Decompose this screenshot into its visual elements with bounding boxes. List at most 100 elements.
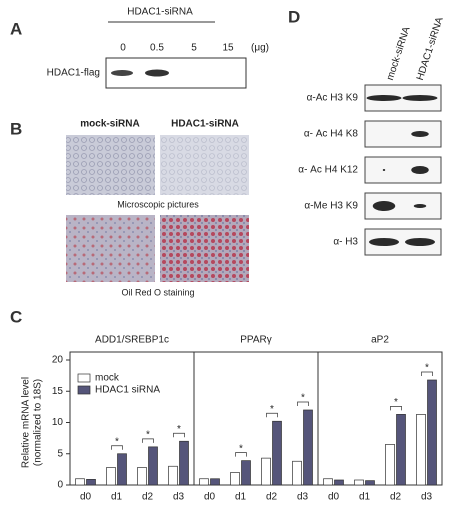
column-label: HDAC1-siRNA — [171, 119, 239, 130]
x-tick-label: d1 — [235, 492, 247, 503]
x-tick-label: d0 — [80, 492, 92, 503]
y-axis-label: (normalized to 18S) — [33, 379, 44, 466]
micrograph — [66, 215, 155, 282]
bar — [179, 440, 189, 486]
y-tick-label: 0 — [57, 480, 63, 491]
dose-label: 5 — [191, 43, 197, 54]
band — [402, 95, 438, 101]
bar — [75, 478, 85, 486]
legend-swatch — [77, 385, 91, 395]
x-tick-label: d0 — [328, 492, 340, 503]
chart-title: aP2 — [371, 335, 389, 346]
bracket — [111, 445, 123, 450]
legend-label: HDAC1 siRNA — [95, 385, 160, 396]
band — [111, 70, 133, 76]
significance: * — [301, 393, 305, 404]
band — [145, 69, 169, 77]
bar — [137, 467, 147, 486]
chart-title: ADD1/SREBP1c — [95, 335, 169, 346]
legend-label: mock — [95, 373, 120, 384]
plot-frame — [317, 351, 443, 486]
y-axis-label: Relative mRNA level — [21, 377, 32, 468]
panel-label: B — [10, 119, 22, 138]
dose-unit: (μg) — [251, 43, 269, 54]
band — [382, 169, 386, 171]
x-tick-label: d3 — [173, 492, 185, 503]
micrograph — [160, 135, 249, 195]
band — [369, 238, 399, 246]
bar — [261, 457, 271, 486]
band — [405, 238, 435, 246]
band — [366, 95, 402, 101]
bar — [106, 467, 116, 486]
y-tick-label: 10 — [52, 417, 64, 428]
dose-label: 0 — [120, 43, 126, 54]
bracket — [421, 371, 433, 376]
significance: * — [115, 436, 119, 447]
significance: * — [239, 443, 243, 454]
row-label: α- Ac H4 K12 — [298, 165, 358, 176]
band — [411, 131, 429, 137]
significance: * — [177, 424, 181, 435]
blot — [364, 156, 442, 184]
row-label: α- Ac H4 K8 — [304, 129, 359, 140]
x-tick-label: d3 — [297, 492, 309, 503]
bar — [168, 465, 178, 486]
bar — [323, 478, 333, 486]
significance: * — [394, 397, 398, 408]
bracket — [235, 452, 247, 457]
panel-label: A — [10, 19, 22, 38]
bar — [303, 409, 313, 486]
dose-label: 15 — [222, 43, 234, 54]
bracket — [142, 438, 154, 443]
band — [372, 201, 396, 211]
panel-label: D — [288, 7, 300, 26]
bar — [272, 420, 282, 486]
column-label: mock-siRNA — [80, 119, 139, 130]
column-label: HDAC1-siRNA — [415, 16, 446, 82]
dose-label: 0.5 — [150, 43, 164, 54]
band — [413, 204, 427, 208]
caption: Microscopic pictures — [117, 199, 199, 209]
significance: * — [270, 404, 274, 415]
significance: * — [425, 363, 429, 374]
x-tick-label: d3 — [421, 492, 433, 503]
x-tick-label: d0 — [204, 492, 216, 503]
bar — [427, 379, 437, 486]
band — [411, 166, 429, 174]
micrograph — [160, 215, 249, 282]
blot — [364, 120, 442, 148]
x-tick-label: d2 — [266, 492, 278, 503]
row-label: α-Me H3 K9 — [304, 201, 358, 212]
micrograph — [66, 135, 155, 195]
bar — [292, 460, 302, 486]
plot-frame — [69, 351, 195, 486]
bar — [210, 478, 220, 486]
bar — [148, 446, 158, 486]
x-tick-label: d2 — [142, 492, 154, 503]
bar — [334, 479, 344, 486]
bar — [86, 479, 96, 486]
bar — [241, 460, 251, 486]
bracket — [266, 412, 278, 418]
bar — [354, 479, 364, 486]
caption: Oil Red O staining — [121, 287, 194, 297]
bar — [385, 444, 395, 486]
x-tick-label: d1 — [111, 492, 123, 503]
blot — [105, 57, 247, 89]
x-tick-label: d2 — [390, 492, 402, 503]
row-label: α- H3 — [333, 237, 358, 248]
bar — [365, 480, 375, 486]
treatment-label: HDAC1-siRNA — [127, 7, 193, 18]
chart-title: PPARγ — [240, 335, 272, 346]
bracket — [390, 406, 402, 411]
bar — [396, 414, 406, 486]
bar — [416, 414, 426, 486]
y-tick-label: 15 — [52, 386, 64, 397]
y-tick-label: 5 — [57, 448, 63, 459]
y-tick-label: 20 — [52, 355, 64, 366]
row-label: α-Ac H3 K9 — [307, 93, 359, 104]
x-tick-label: d1 — [359, 492, 371, 503]
bracket — [173, 432, 185, 438]
row-label: HDAC1-flag — [47, 68, 100, 79]
